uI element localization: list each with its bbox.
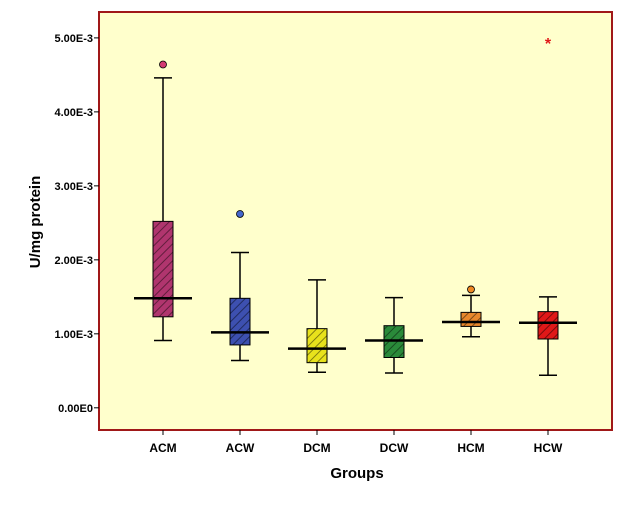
y-tick-label: 3.00E-3 bbox=[54, 181, 93, 193]
box-dcw bbox=[365, 296, 423, 374]
iqr-box bbox=[537, 311, 559, 340]
y-axis: 0.00E0 1.00E-3 2.00E-3 3.00E-3 4.00E-3 5.00E-… bbox=[54, 33, 99, 415]
x-tick-label: DCW bbox=[380, 441, 409, 455]
x-tick-label: HCM bbox=[457, 441, 484, 455]
x-tick-label: DCM bbox=[303, 441, 330, 455]
iqr-box bbox=[152, 220, 174, 318]
outlier-point bbox=[236, 210, 244, 218]
x-tick-label: HCW bbox=[534, 441, 563, 455]
x-axis-label: Groups bbox=[330, 465, 383, 482]
box-series: * bbox=[134, 36, 577, 377]
box-hcm bbox=[442, 285, 500, 338]
y-axis-label: U/mg protein bbox=[27, 176, 44, 269]
iqr-box bbox=[229, 297, 251, 346]
y-tick-label: 5.00E-3 bbox=[54, 33, 93, 45]
outlier-point bbox=[159, 60, 167, 69]
box-acw bbox=[211, 210, 269, 362]
x-axis: ACM ACW DCM DCW HCM HCW bbox=[149, 430, 563, 455]
y-tick-label: 4.00E-3 bbox=[54, 107, 93, 119]
y-tick-label: 1.00E-3 bbox=[54, 329, 93, 341]
iqr-box bbox=[460, 311, 482, 327]
iqr-box bbox=[306, 328, 328, 364]
y-tick-label: 2.00E-3 bbox=[54, 255, 93, 267]
plot-area bbox=[98, 11, 613, 431]
y-tick-label: 0.00E0 bbox=[58, 403, 93, 415]
x-tick-label: ACM bbox=[149, 441, 176, 455]
box-hcw: * bbox=[519, 36, 577, 377]
box-dcm bbox=[288, 279, 346, 374]
outlier-extreme: * bbox=[545, 36, 552, 53]
outlier-point bbox=[467, 285, 475, 294]
box-acm bbox=[134, 60, 192, 342]
x-tick-label: ACW bbox=[226, 441, 255, 455]
